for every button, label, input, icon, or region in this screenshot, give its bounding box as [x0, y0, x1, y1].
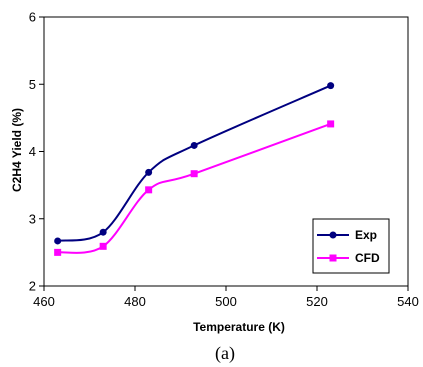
data-point-cfd	[54, 248, 62, 256]
x-tick-label: 500	[215, 294, 237, 309]
series-line-cfd	[57, 122, 331, 254]
data-point-cfd	[327, 120, 335, 128]
data-point-cfd	[99, 242, 107, 250]
x-tick-label: 460	[33, 294, 55, 309]
y-tick-label: 4	[29, 144, 36, 159]
series-line-exp	[57, 84, 332, 242]
data-point-exp	[54, 237, 62, 245]
y-axis: 2 3 4 5 6	[29, 10, 44, 294]
legend-box	[312, 218, 390, 274]
x-tick-label: 480	[124, 294, 146, 309]
y-tick-label: 6	[29, 10, 36, 25]
series-exp	[54, 82, 335, 245]
legend-marker-cfd	[329, 254, 337, 262]
x-tick-label: 520	[306, 294, 328, 309]
legend-label-exp: Exp	[355, 228, 377, 242]
x-axis-title: Temperature (K)	[193, 320, 285, 334]
y-tick-label: 5	[29, 77, 36, 92]
y-tick-label: 2	[29, 279, 36, 294]
data-point-exp	[190, 141, 198, 149]
legend: Exp CFD	[312, 218, 390, 274]
y-tick-label: 3	[29, 211, 36, 226]
figure-caption: (a)	[215, 343, 235, 364]
legend-marker-exp	[329, 231, 337, 239]
series-layer	[54, 82, 335, 256]
y-axis-title: C2H4 Yield (%)	[10, 108, 24, 192]
data-point-cfd	[190, 170, 198, 178]
data-point-cfd	[145, 186, 153, 194]
x-axis: 460 480 500 520 540	[33, 286, 419, 309]
data-point-exp	[145, 168, 153, 176]
x-tick-label: 540	[397, 294, 419, 309]
data-point-exp	[327, 82, 335, 90]
data-point-exp	[99, 228, 107, 236]
series-cfd	[54, 120, 335, 256]
legend-label-cfd: CFD	[355, 251, 380, 265]
